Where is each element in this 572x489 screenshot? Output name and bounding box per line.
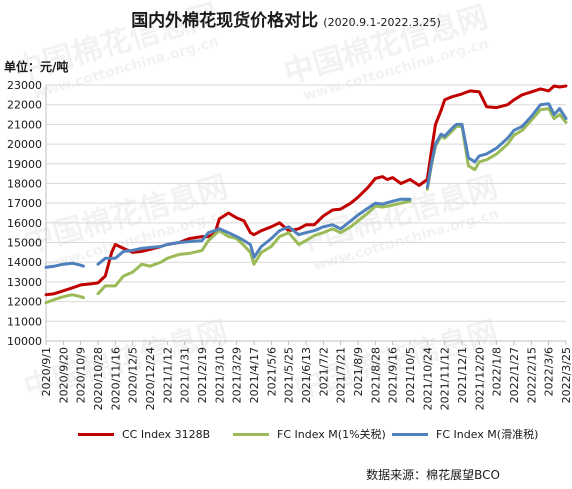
chart-title: 国内外棉花现货价格对比 <box>131 11 319 31</box>
x-tick-label: 2021/5/25 <box>283 347 296 403</box>
series-lines <box>44 84 568 305</box>
x-tick-label: 2021/3/29 <box>231 347 244 403</box>
x-tick-label: 2020/12/5 <box>127 347 140 403</box>
x-tick-label: 2020/12/24 <box>144 347 157 410</box>
y-tick-label: 12000 <box>7 296 42 309</box>
x-tick-label: 2021/1/12 <box>161 347 174 403</box>
grid-lines <box>46 84 566 342</box>
x-tick-label: 2021/5/6 <box>265 347 278 396</box>
y-tick-label: 23000 <box>7 79 42 92</box>
x-tick-label: 2021/8/28 <box>369 347 382 403</box>
x-tick-label: 2021/12/1 <box>456 347 469 403</box>
axes <box>45 85 567 345</box>
x-tick-label: 2021/8/9 <box>352 347 365 396</box>
x-tick-label: 2021/4/17 <box>248 347 261 403</box>
cc-index-line <box>44 84 568 297</box>
legend-item-fc-1pct: FC Index M(1%关税) <box>233 426 386 442</box>
x-tick-label: 2021/6/13 <box>300 347 313 403</box>
x-tick-label: 2020/9/1 <box>40 347 53 396</box>
x-tick-label: 2021/10/5 <box>404 347 417 403</box>
x-tick-label: 2020/10/9 <box>75 347 88 403</box>
legend-label-fc-sliding: FC Index M(滑准税) <box>436 428 539 441</box>
y-tick-label: 20000 <box>7 138 42 151</box>
legend-item-fc-sliding: FC Index M(滑准税) <box>392 426 538 442</box>
y-tick-label: 16000 <box>7 217 42 230</box>
x-tick-label: 2022/1/27 <box>508 347 521 403</box>
x-tick-label: 2022/3/25 <box>560 347 572 403</box>
x-tick-label: 2020/9/20 <box>57 347 70 403</box>
legend-label-fc-1pct: FC Index M(1%关税) <box>277 428 386 441</box>
y-tick-label: 21000 <box>7 118 42 131</box>
x-tick-label: 2021/11/12 <box>439 347 452 410</box>
y-tick-label: 10000 <box>7 335 42 348</box>
legend-label-cc: CC Index 3128B <box>122 427 211 441</box>
y-tick-label: 17000 <box>7 197 42 210</box>
fc-index-sliding-line <box>44 102 568 269</box>
fc-index-1pct-line <box>44 107 568 305</box>
x-tick-label: 2022/3/6 <box>543 347 556 396</box>
x-tick-label: 2021/3/10 <box>213 347 226 403</box>
chart-title-row: 国内外棉花现货价格对比 (2020.9.1-2022.3.25) <box>0 6 572 31</box>
chart-subtitle: (2020.9.1-2022.3.25) <box>323 16 441 29</box>
x-tick-label: 2021/7/2 <box>317 347 330 396</box>
x-tick-labels: 2020/9/1 2020/9/20 2020/10/9 2020/10/28 2020… <box>40 347 572 410</box>
y-tick-labels: 10000 11000 12000 13000 14000 15000 16000 17000… <box>7 79 42 348</box>
x-tick-label: 2021/7/21 <box>335 347 348 403</box>
legend-swatch-fc-sliding <box>392 432 428 436</box>
x-tick-label: 2020/10/28 <box>92 347 105 410</box>
y-tick-label: 18000 <box>7 177 42 190</box>
legend-swatch-fc-1pct <box>233 432 269 436</box>
legend-swatch-cc <box>78 432 114 436</box>
y-tick-label: 19000 <box>7 158 42 171</box>
unit-label: 单位：元/吨 <box>4 60 69 74</box>
x-tick-label: 2022/1/8 <box>491 347 504 396</box>
data-source: 数据来源：棉花展望BCO <box>366 468 500 482</box>
y-tick-label: 11000 <box>7 315 42 328</box>
x-tick-label: 2020/11/16 <box>109 347 122 410</box>
y-tick-label: 13000 <box>7 276 42 289</box>
legend-item-cc-index: CC Index 3128B <box>78 426 210 442</box>
x-tick-label: 2021/9/16 <box>387 347 400 403</box>
x-tick-label: 2021/1/31 <box>179 347 192 403</box>
x-tick-label: 2022/2/15 <box>525 347 538 403</box>
x-tick-label: 2021/2/19 <box>196 347 209 403</box>
x-tick-label: 2021/12/20 <box>473 347 486 410</box>
x-tick-label: 2021/10/24 <box>421 347 434 410</box>
y-tick-label: 14000 <box>7 256 42 269</box>
y-tick-label: 22000 <box>7 99 42 112</box>
y-tick-label: 15000 <box>7 237 42 250</box>
